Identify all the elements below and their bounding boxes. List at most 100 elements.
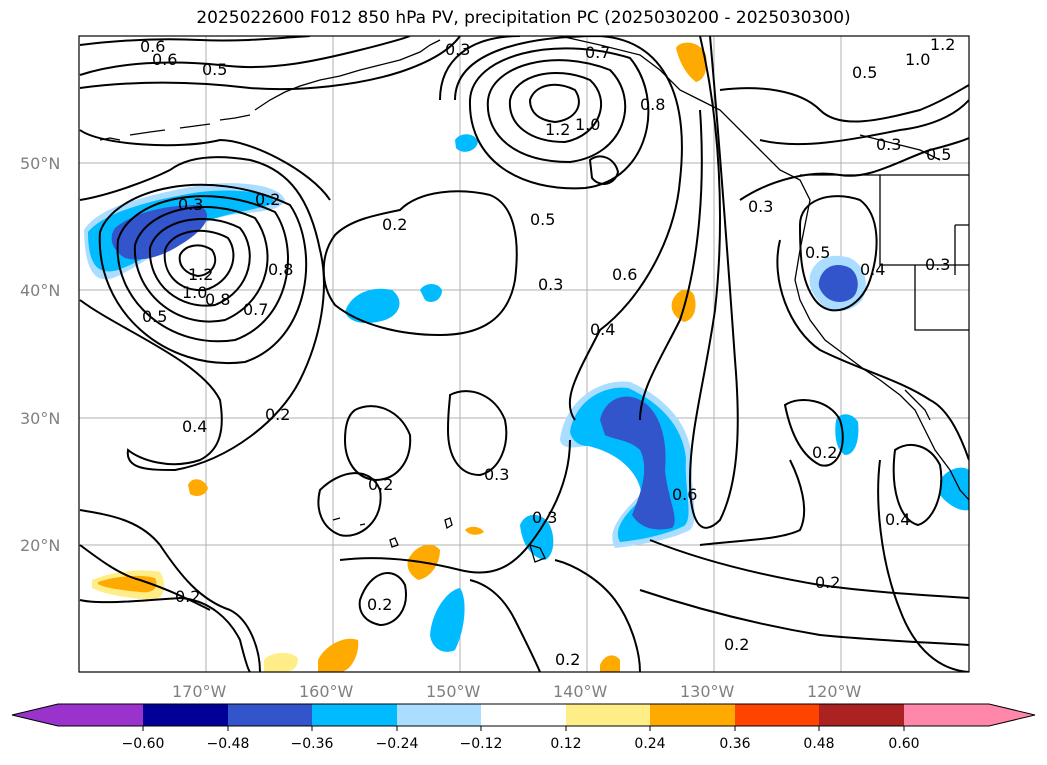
contour-label: 0.8 (205, 290, 230, 309)
contour-label: 0.5 (852, 63, 877, 82)
pv-contour-line (446, 390, 508, 477)
colorbar-bin-1 (143, 704, 228, 726)
contour-label: 0.3 (484, 465, 509, 484)
colorbar-bin-7 (650, 704, 735, 726)
pv-contour-line (528, 83, 580, 124)
contour-label: 1.0 (575, 115, 600, 134)
colorbar-bin-8 (735, 704, 819, 726)
contour-label: 0.8 (640, 95, 665, 114)
coastline (904, 389, 931, 421)
coastline (879, 175, 969, 266)
pv-contour-line (639, 589, 969, 646)
colorbar-bin-10 (904, 704, 989, 726)
colorbar-tick-6: 0.24 (634, 736, 665, 752)
colorbar-tick-2: −0.36 (291, 736, 334, 752)
contour-label: 0.4 (182, 417, 207, 436)
contour-label: 1.0 (182, 283, 207, 302)
pv-contour-line (148, 217, 251, 307)
pv-contour-line (588, 155, 620, 185)
pv-contour-line (783, 399, 844, 467)
pv-contour-line (79, 36, 311, 46)
coastline (914, 265, 969, 331)
colorbar-bin-3 (312, 704, 397, 726)
coastline (332, 517, 366, 526)
pv-contour-line (79, 129, 331, 201)
colorbar-bin-5 (481, 704, 566, 726)
contour-label: 0.4 (885, 510, 910, 529)
colorbar-extend-high (989, 704, 1035, 726)
pv-contour-line (759, 99, 969, 146)
colorbar-outline (11, 703, 1036, 727)
contour-label: 0.2 (382, 215, 407, 234)
contour-label: 0.5 (926, 145, 951, 164)
lon-label-170w: 170°W (172, 682, 227, 701)
contour-label: 1.2 (930, 35, 955, 54)
contour-label: 1.2 (188, 265, 213, 284)
map-border (78, 35, 970, 673)
latitude-labels: 50°N 40°N 30°N 20°N (20, 154, 60, 555)
contour-label: 0.7 (585, 43, 610, 62)
contour-label: 0.5 (530, 210, 555, 229)
pv-contour-line (892, 444, 943, 527)
contour-label: 0.3 (178, 195, 203, 214)
coastline (389, 517, 546, 563)
contour-label: 0.2 (367, 595, 392, 614)
contour-label: 0.4 (590, 320, 615, 339)
contour-label: 0.8 (268, 260, 293, 279)
shade-155w-mid (345, 288, 400, 324)
colorbar-tick-9: 0.60 (888, 736, 919, 752)
pv-contour-line (649, 539, 969, 599)
contour-label: 0.6 (672, 485, 697, 504)
shade-pos-alaska (676, 42, 707, 82)
pv-contour-line (719, 84, 969, 123)
colorbar-tick-3: −0.24 (376, 736, 419, 752)
map-area (79, 36, 969, 672)
contour-label: 0.6 (140, 37, 165, 56)
contour-label: 0.7 (243, 300, 268, 319)
lat-label-50n: 50°N (20, 154, 60, 173)
pv-contour-line (508, 72, 603, 144)
contour-label: 0.3 (445, 40, 470, 59)
contour-label: 1.0 (905, 50, 930, 69)
colorbar-tick-7: 0.36 (719, 736, 750, 752)
contour-label: 0.3 (532, 508, 557, 527)
pv-contour-line (439, 36, 703, 421)
contour-label: 0.2 (555, 650, 580, 669)
contour-label: 0.2 (812, 443, 837, 462)
contour-label: 0.4 (860, 260, 885, 279)
shade-pos-160w-south (318, 638, 359, 672)
contour-label: 0.2 (724, 635, 749, 654)
colorbar-tick-1: −0.48 (207, 736, 250, 752)
lon-label-140w: 140°W (553, 682, 608, 701)
pv-contour-line (877, 459, 969, 672)
contour-label: 0.3 (538, 275, 563, 294)
map-title: 2025022600 F012 850 hPa PV, precipitatio… (196, 8, 851, 28)
shade-150w-mid (420, 284, 442, 302)
colorbar: −0.60 −0.48 −0.36 −0.24 −0.12 0.12 0.24 … (11, 703, 1036, 752)
pv-contour-line (79, 596, 251, 672)
colorbar-extend-low (12, 704, 58, 726)
lat-label-40n: 40°N (20, 281, 60, 300)
pv-contour-line (133, 206, 269, 323)
shade-pos-145w (465, 526, 484, 535)
contour-label: 0.5 (142, 307, 167, 326)
pv-contour-line (317, 472, 382, 537)
coastline (859, 134, 941, 161)
coastlines (99, 36, 969, 563)
colorbar-bin-4 (397, 704, 481, 726)
coastline (254, 39, 441, 111)
pv-contour-line (469, 579, 541, 672)
gridlines (79, 36, 969, 672)
shade-pos-138w-south (600, 655, 620, 672)
pv-contour-line (688, 36, 739, 529)
contour-label: 0.3 (876, 135, 901, 154)
pv-contour-line (163, 229, 235, 292)
contour-label: 0.2 (815, 573, 840, 592)
shade-150w-south (430, 588, 465, 652)
pv-contour-line (486, 59, 627, 164)
contour-label: 0.3 (748, 197, 773, 216)
pv-contour-line (79, 156, 325, 472)
contour-label: 0.6 (152, 50, 177, 69)
longitude-labels: 170°W 160°W 150°W 140°W 130°W 120°W (172, 682, 862, 701)
shade-140w-south (520, 514, 554, 560)
